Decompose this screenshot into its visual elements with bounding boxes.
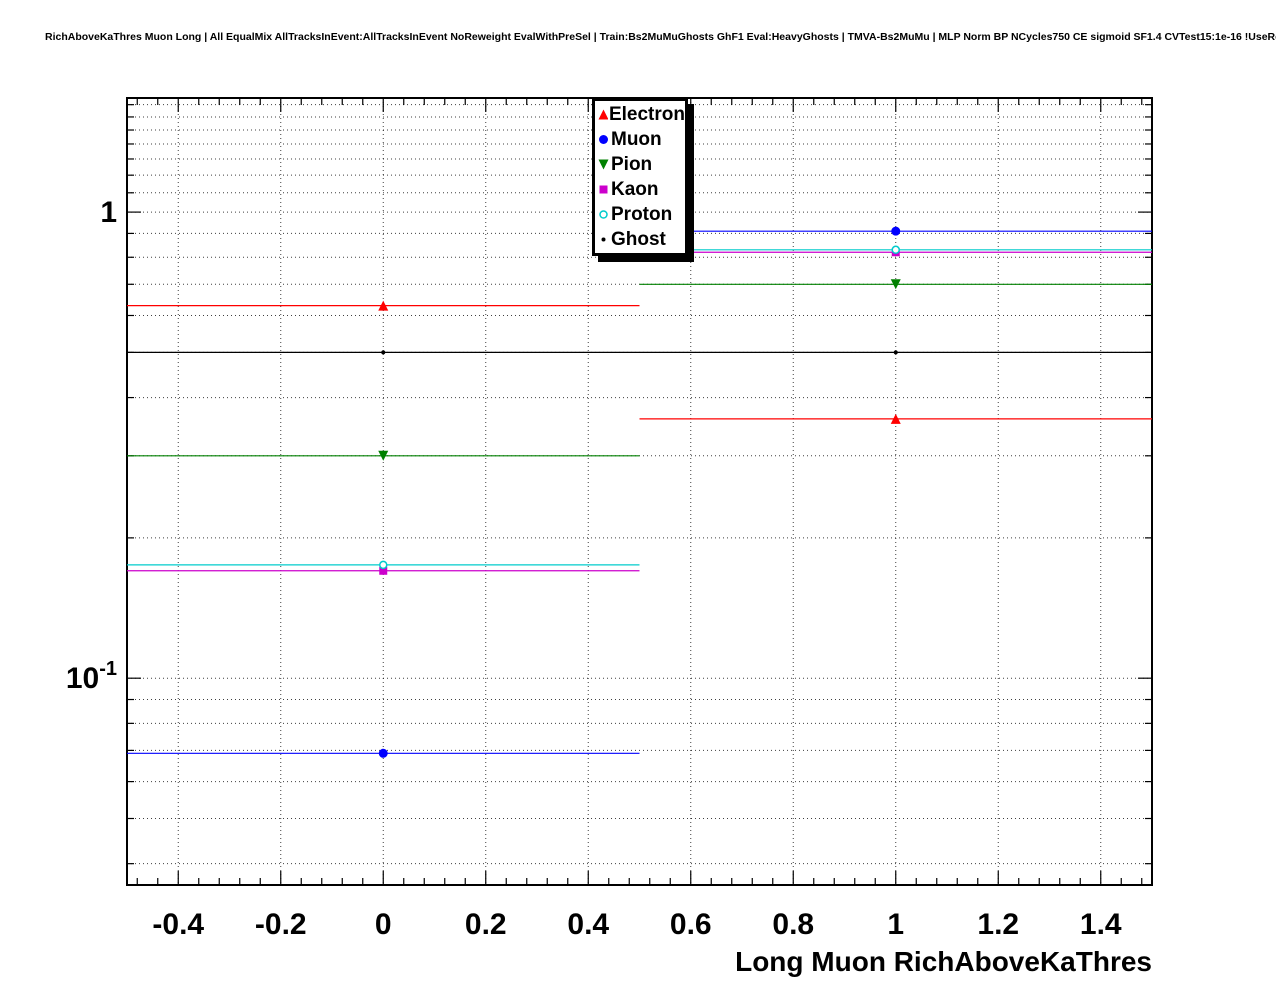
x-tick-label: -0.2 xyxy=(255,908,307,941)
legend-label: Electron xyxy=(608,103,685,125)
legend-box: Electron Muon Pion Kaon Proton Ghost xyxy=(592,98,688,256)
circle-open-marker xyxy=(891,245,900,255)
series-ghost xyxy=(127,350,1152,355)
x-axis-title: Long Muon RichAboveKaThres xyxy=(735,946,1152,977)
x-tick-label: 0.6 xyxy=(670,908,712,941)
triangle-up-marker xyxy=(378,300,389,311)
circle-open-marker xyxy=(599,210,608,219)
circle-open-marker xyxy=(379,560,388,570)
series-kaon xyxy=(127,248,1152,575)
legend-label: Muon xyxy=(611,128,662,150)
plot-title: RichAboveKaThres Muon Long | All EqualMi… xyxy=(45,31,1276,43)
triangle-down-marker xyxy=(598,159,609,170)
x-tick-label: 0 xyxy=(375,908,392,941)
x-tick-label: 1.4 xyxy=(1080,908,1122,941)
x-tick-label: 1 xyxy=(887,908,904,941)
proton-circle-open-icon xyxy=(599,210,608,219)
x-tick-label: 1.2 xyxy=(977,908,1019,941)
kaon-square-icon xyxy=(599,185,608,194)
x-tick-label: -0.4 xyxy=(152,908,204,941)
series-muon xyxy=(127,226,1152,758)
legend-entry-electron: Electron xyxy=(597,102,685,127)
legend-entry-muon: Muon xyxy=(597,127,685,152)
legend-entry-proton: Proton xyxy=(597,202,685,227)
triangle-down-marker xyxy=(378,450,389,461)
y-tick-label: 1 xyxy=(100,196,117,229)
pion-triangle-down-icon xyxy=(598,159,609,170)
square-marker xyxy=(599,185,608,194)
circle-marker xyxy=(378,748,388,758)
series-proton xyxy=(127,245,1152,570)
triangle-down-marker xyxy=(890,279,901,290)
y-tick-label: 10-1 xyxy=(66,658,117,695)
triangle-up-marker xyxy=(598,109,608,120)
x-tick-label: 0.8 xyxy=(772,908,814,941)
muon-circle-icon xyxy=(599,135,608,144)
legend-label: Pion xyxy=(611,153,653,175)
legend-entry-ghost: Ghost xyxy=(597,227,685,252)
triangle-up-marker xyxy=(890,413,901,424)
axis-ticks xyxy=(127,98,1152,885)
series-pion xyxy=(127,279,1152,461)
square-marker xyxy=(379,566,388,575)
dot-marker xyxy=(893,350,898,355)
x-tick-label: 0.4 xyxy=(567,908,609,941)
legend-label: Kaon xyxy=(611,178,659,200)
x-tick-label: 0.2 xyxy=(465,908,507,941)
ghost-dot-icon xyxy=(601,237,606,242)
circle-marker xyxy=(891,226,901,236)
legend-entry-pion: Pion xyxy=(597,152,685,177)
circle-marker xyxy=(599,135,608,144)
legend-label: Proton xyxy=(611,203,673,225)
electron-triangle-up-icon xyxy=(598,109,608,120)
dot-marker xyxy=(601,237,606,242)
series-electron xyxy=(127,300,1152,424)
legend-entry-kaon: Kaon xyxy=(597,177,685,202)
legend-entries: Electron Muon Pion Kaon Proton Ghost xyxy=(597,102,685,252)
legend-label: Ghost xyxy=(611,228,666,250)
dot-marker xyxy=(381,350,386,355)
